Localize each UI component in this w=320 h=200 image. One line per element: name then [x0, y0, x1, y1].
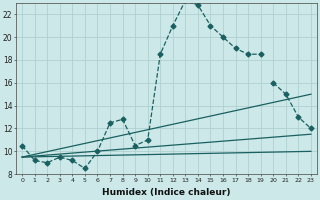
X-axis label: Humidex (Indice chaleur): Humidex (Indice chaleur) — [102, 188, 231, 197]
